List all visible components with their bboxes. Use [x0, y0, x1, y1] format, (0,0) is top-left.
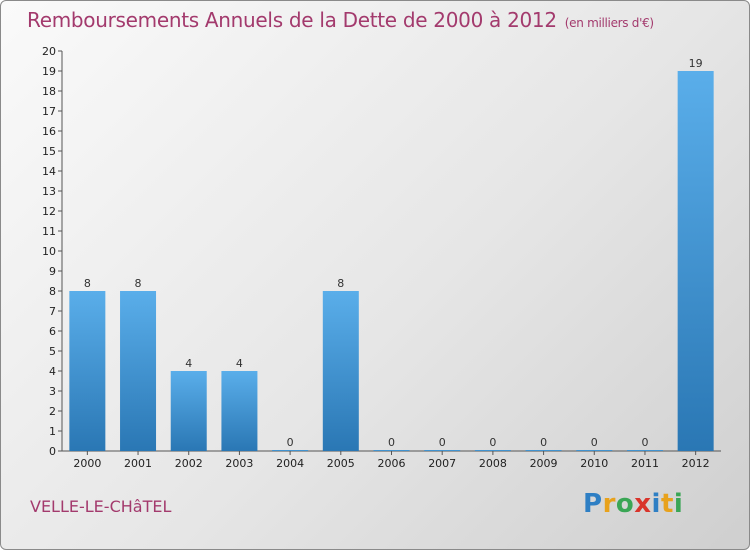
bar-2011 [626, 450, 663, 451]
bar-2010 [576, 450, 613, 451]
y-tick-label: 16 [42, 125, 56, 138]
chart-title-text: Remboursements Annuels de la Dette de 20… [27, 8, 557, 32]
bar-2005 [322, 291, 359, 451]
logo-letter: i [673, 489, 684, 519]
bar-2001 [120, 291, 157, 451]
x-tick-label-2004: 2004 [276, 457, 304, 470]
x-tick-label-2002: 2002 [175, 457, 203, 470]
x-tick-label-2011: 2011 [631, 457, 659, 470]
y-tick-label: 0 [49, 445, 56, 458]
data-label-2000: 8 [84, 277, 91, 290]
bar-2008 [474, 450, 511, 451]
data-label-2007: 0 [439, 436, 446, 449]
data-label-2008: 0 [489, 436, 496, 449]
data-label-2011: 0 [641, 436, 648, 449]
x-tick-label-2008: 2008 [479, 457, 507, 470]
x-axis: 2000 2001 2002 2003 2004 2005 2006 2007 2008 2009… [62, 450, 721, 470]
logo-letter: o [615, 489, 635, 519]
bar-2006 [373, 450, 410, 451]
bar-2009 [525, 450, 562, 451]
data-label-2004: 0 [287, 436, 294, 449]
bar-2007 [424, 450, 461, 451]
y-tick-label: 5 [49, 345, 56, 358]
logo-letter: i [651, 489, 661, 519]
y-tick-label: 2 [49, 405, 56, 418]
y-tick-label: 14 [42, 165, 56, 178]
x-tick-label-2010: 2010 [580, 457, 608, 470]
y-tick-label: 11 [42, 225, 56, 238]
x-tick-label-2009: 2009 [530, 457, 558, 470]
y-tick-label: 10 [42, 245, 56, 258]
town-name: VELLE-LE-CHâTEL [30, 497, 172, 516]
x-tick-label-2000: 2000 [73, 457, 101, 470]
x-tick-label-2007: 2007 [428, 457, 456, 470]
chart-unit: (en milliers d'€) [564, 16, 654, 30]
logo-letter: t [660, 489, 674, 519]
y-tick-label: 7 [49, 305, 56, 318]
y-tick-label: 18 [42, 85, 56, 98]
bar-2012 [677, 71, 714, 451]
data-label-2005: 8 [337, 277, 344, 290]
y-tick-label: 15 [42, 145, 56, 158]
y-tick-label: 12 [42, 205, 56, 218]
x-tick-label-2006: 2006 [378, 457, 406, 470]
data-label-2009: 0 [540, 436, 547, 449]
bar-2003 [221, 371, 258, 451]
logo-letter: x [634, 489, 652, 519]
data-label-2006: 0 [388, 436, 395, 449]
y-tick-label: 4 [49, 365, 56, 378]
data-label-2010: 0 [591, 436, 598, 449]
bar-2000 [69, 291, 106, 451]
y-tick-label: 13 [42, 185, 56, 198]
x-tick-label-2001: 2001 [124, 457, 152, 470]
y-tick-label: 9 [49, 265, 56, 278]
y-tick-label: 20 [42, 45, 56, 58]
chart-title: Remboursements Annuels de la Dette de 20… [27, 8, 654, 32]
logo-letter: P [583, 489, 603, 519]
bar-2002 [170, 371, 207, 451]
data-label-2001: 8 [135, 277, 142, 290]
bars: 8 8 4 4 0 8 0 0 0 0 0 0 19 [69, 57, 714, 451]
y-tick-label: 19 [42, 65, 56, 78]
y-tick-label: 6 [49, 325, 56, 338]
y-tick-label: 8 [49, 285, 56, 298]
logo-letter: r [602, 489, 616, 519]
x-tick-label-2003: 2003 [225, 457, 253, 470]
data-label-2012: 19 [689, 57, 703, 70]
bar-2004 [272, 450, 309, 451]
data-label-2003: 4 [236, 357, 243, 370]
proxiti-logo: Proxiti [583, 489, 683, 519]
y-tick-label: 3 [49, 385, 56, 398]
y-tick-label: 1 [49, 425, 56, 438]
x-tick-label-2005: 2005 [327, 457, 355, 470]
x-tick-label-2012: 2012 [682, 457, 710, 470]
y-tick-label: 17 [42, 105, 56, 118]
data-label-2002: 4 [185, 357, 192, 370]
